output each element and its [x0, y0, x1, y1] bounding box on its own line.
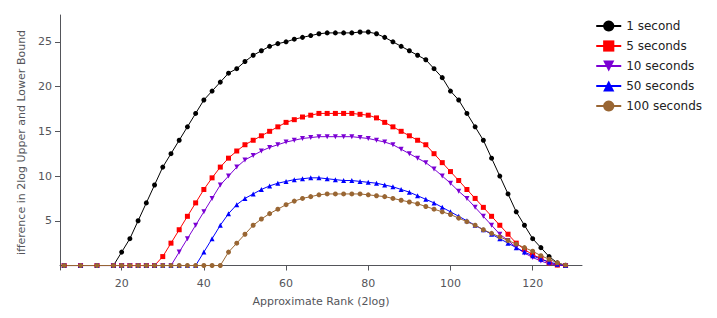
svg-text:10 seconds: 10 seconds [626, 59, 694, 73]
svg-text:120: 120 [522, 277, 543, 290]
svg-text:40: 40 [197, 277, 211, 290]
svg-text:80: 80 [361, 277, 375, 290]
svg-text:50 seconds: 50 seconds [626, 79, 694, 93]
svg-text:ifference in 2log Upper and Lo: ifference in 2log Upper and Lower Bound [15, 30, 28, 255]
svg-text:60: 60 [279, 277, 293, 290]
svg-text:100: 100 [440, 277, 461, 290]
svg-text:Approximate Rank (2log): Approximate Rank (2log) [252, 295, 389, 308]
svg-text:25: 25 [38, 35, 52, 48]
svg-text:10: 10 [38, 170, 52, 183]
svg-text:15: 15 [38, 125, 52, 138]
svg-text:1 second: 1 second [626, 19, 680, 33]
svg-text:20: 20 [38, 80, 52, 93]
svg-text:5 seconds: 5 seconds [626, 39, 687, 53]
svg-text:5: 5 [45, 214, 52, 227]
svg-text:20: 20 [115, 277, 129, 290]
svg-text:100 seconds: 100 seconds [626, 99, 702, 113]
